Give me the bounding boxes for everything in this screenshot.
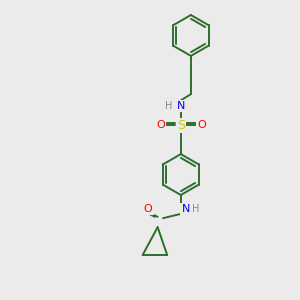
Text: O: O xyxy=(156,121,165,130)
Text: H: H xyxy=(192,204,200,214)
Text: N: N xyxy=(182,204,190,214)
Text: H: H xyxy=(165,101,173,111)
Text: O: O xyxy=(197,121,206,130)
Text: O: O xyxy=(144,204,152,214)
Text: N: N xyxy=(177,101,185,111)
Text: S: S xyxy=(177,119,185,132)
